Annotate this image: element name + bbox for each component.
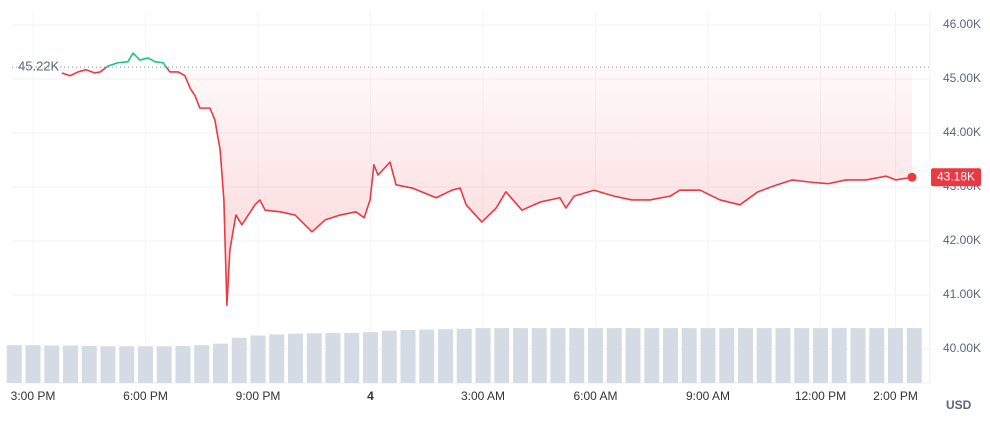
volume-bar: [344, 332, 360, 383]
current-label-box: [931, 168, 981, 187]
volume-bar: [625, 328, 641, 383]
y-tick-label: 42.00K: [943, 233, 981, 247]
x-tick-label: 3:00 PM: [11, 389, 56, 403]
volume-bar: [231, 337, 247, 383]
volume-bar: [438, 329, 453, 383]
volume-bar: [869, 328, 885, 383]
volume-bar: [794, 328, 810, 383]
x-tick-label: 9:00 PM: [236, 389, 281, 403]
volume-bar: [269, 334, 285, 383]
volume-bar: [213, 343, 228, 383]
price-line: [61, 52, 913, 307]
volume-bar: [644, 328, 660, 383]
volume-bar: [888, 328, 903, 383]
volume-bar: [25, 345, 41, 383]
volume-bar: [6, 345, 22, 383]
volume-bar: [850, 328, 866, 383]
volume-bar: [44, 345, 60, 383]
y-unit: USD: [946, 398, 972, 412]
y-tick-label: 41.00K: [943, 287, 981, 301]
volume-bar: [456, 328, 472, 383]
y-tick-label: 46.00K: [943, 17, 981, 31]
volume-bar: [700, 328, 716, 383]
x-tick-label: 6:00 AM: [573, 389, 617, 403]
current-label: 43.18K: [937, 169, 975, 183]
area-shade: [61, 67, 912, 306]
y-tick-label: 44.00K: [943, 125, 981, 139]
volume-bar: [513, 328, 528, 383]
volume-bar: [738, 328, 753, 383]
volume-bar: [81, 345, 97, 383]
volume-bar: [363, 332, 378, 383]
x-tick-label: 3:00 AM: [461, 389, 505, 403]
volume-bar: [756, 328, 772, 383]
y-tick-label: 40.00K: [943, 341, 981, 355]
volume-bar: [475, 328, 491, 383]
volume-bar: [175, 345, 191, 383]
volume-bar: [831, 328, 847, 383]
volume-bar: [569, 328, 585, 383]
x-tick-label: 9:00 AM: [686, 389, 730, 403]
volume-bar: [63, 345, 78, 383]
volume-bar: [400, 329, 416, 383]
volume-bar: [494, 328, 510, 383]
volume-bar: [606, 328, 622, 383]
volume-bar: [119, 346, 135, 383]
volume-bar: [156, 346, 172, 383]
volume-bar: [138, 346, 153, 383]
current-dot: [907, 172, 917, 182]
volume-bar: [100, 346, 116, 383]
volume-bar: [419, 329, 435, 383]
volume-bar: [325, 332, 341, 383]
volume-bar: [250, 335, 266, 383]
volume-bar: [813, 328, 828, 383]
volume-bar: [775, 328, 791, 383]
volume-bar: [381, 330, 397, 383]
baseline-label: 45.22K: [18, 59, 60, 74]
volume-bar: [663, 328, 678, 383]
x-tick-label: 4: [367, 389, 374, 403]
y-tick-label: 45.00K: [943, 71, 981, 85]
volume-bar: [194, 345, 210, 383]
volume-bar: [588, 328, 603, 383]
volume-bar: [719, 328, 735, 383]
volume-bar: [531, 328, 547, 383]
x-tick-label: 6:00 PM: [123, 389, 168, 403]
volume-bar: [288, 333, 303, 383]
x-tick-label: 2:00 PM: [873, 389, 918, 403]
volume-bar: [681, 328, 697, 383]
volume-bar: [306, 333, 322, 383]
volume-bar: [906, 328, 922, 383]
x-tick-label: 12:00 PM: [795, 389, 846, 403]
volume-bar: [550, 328, 566, 383]
